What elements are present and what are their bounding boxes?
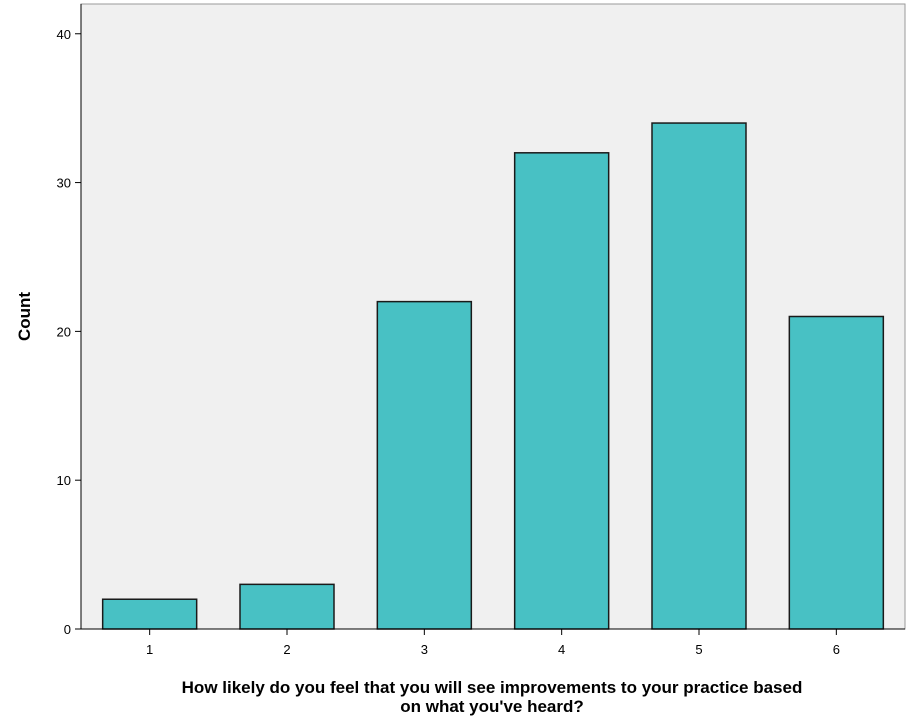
y-tick-label: 0 xyxy=(64,622,71,637)
y-tick-label: 20 xyxy=(57,324,71,339)
x-tick-label: 1 xyxy=(146,642,153,657)
y-axis-title: Count xyxy=(15,292,34,341)
x-tick-label: 2 xyxy=(283,642,290,657)
bar-6 xyxy=(788,315,885,630)
x-tick-label: 6 xyxy=(833,642,840,657)
bar-5 xyxy=(651,122,747,630)
y-tick-label: 40 xyxy=(57,27,71,42)
x-tick-label: 4 xyxy=(558,642,565,657)
y-tick-label: 10 xyxy=(57,473,71,488)
bar-1 xyxy=(101,598,198,630)
axes-group: 0 10 20 30 40 1 2 3 4 5 6 xyxy=(57,4,905,657)
x-axis-title-line-1: How likely do you feel that you will see… xyxy=(182,678,803,697)
bar-4 xyxy=(513,152,610,630)
bar-2 xyxy=(239,583,335,630)
bars-group xyxy=(101,122,885,630)
x-tick-label: 3 xyxy=(421,642,428,657)
bar-3 xyxy=(376,300,473,630)
x-tick-label: 5 xyxy=(695,642,702,657)
x-axis-title-line-2: on what you've heard? xyxy=(400,697,584,716)
plot-area xyxy=(80,3,906,630)
y-tick-label: 30 xyxy=(57,176,71,191)
